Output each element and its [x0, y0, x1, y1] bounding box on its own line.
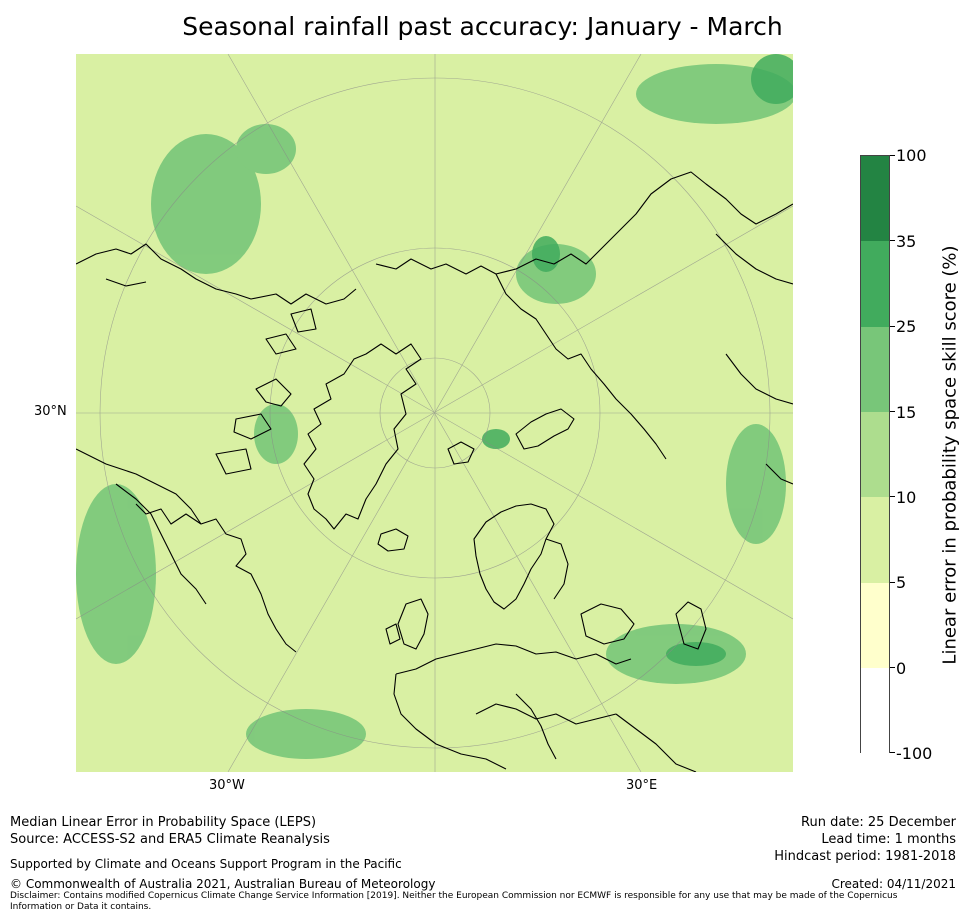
coast-novaya-zemlya: [515, 408, 575, 450]
colorbar-bin-5-10: [861, 497, 889, 583]
colorbar-tick: [890, 155, 895, 156]
footer-method: Median Linear Error in Probability Space…: [10, 815, 317, 830]
footer-copyright: © Commonwealth of Australia 2021, Austra…: [10, 877, 436, 891]
coast-mediterranean: [475, 703, 697, 772]
chart-title: Seasonal rainfall past accuracy: January…: [182, 12, 783, 41]
colorbar-tick: [890, 411, 895, 412]
colorbar-label-25: 25: [896, 317, 917, 336]
footer-support: Supported by Climate and Oceans Support …: [10, 857, 402, 871]
coast-hudson: [115, 483, 207, 605]
colorbar-tick: [890, 582, 895, 583]
colorbar: [860, 155, 890, 754]
colorbar-title: Linear error in probability space skill …: [939, 245, 961, 665]
coast-caspian: [675, 601, 707, 650]
skill-map: [76, 54, 793, 772]
colorbar-bin-0-5: [861, 583, 889, 668]
coast-british-isles: [385, 598, 429, 650]
run-date: Run date: 25 December: [801, 815, 956, 830]
coast-black-sea: [580, 603, 635, 645]
colorbar-label-5: 5: [896, 573, 907, 592]
lon-label-30w: 30°W: [209, 778, 245, 793]
footer-disclaimer: Disclaimer: Contains modified Copernicus…: [10, 891, 898, 912]
coast-kara: [495, 273, 667, 460]
lead-time: Lead time: 1 months: [821, 832, 956, 847]
coast-alaska: [76, 243, 357, 305]
lat-label-30n: 30°N: [34, 404, 67, 419]
colorbar-label-15: 15: [896, 403, 917, 422]
colorbar-label-0: 0: [896, 659, 907, 678]
graticule: [76, 54, 793, 772]
coast-europe: [393, 643, 632, 770]
very-high-skill-patches: [482, 54, 793, 666]
coast-iceland: [377, 528, 409, 552]
coast-scandinavia: [473, 503, 569, 610]
lon-label-30e: 30°E: [626, 778, 658, 793]
coast-canadian-arctic: [215, 308, 317, 475]
colorbar-bin-35-100: [861, 156, 889, 241]
created-date: Created: 04/11/2021: [831, 877, 956, 891]
colorbar-bin-10-15: [861, 412, 889, 497]
colorbar-label-10: 10: [896, 488, 917, 507]
colorbar-bin-25-35: [861, 241, 889, 327]
colorbar-tick: [890, 326, 895, 327]
colorbar-label-neg100: -100: [896, 744, 933, 763]
colorbar-bin-neg100-0: [861, 668, 889, 754]
colorbar-label-35: 35: [896, 232, 917, 251]
coast-svalbard: [447, 441, 475, 465]
colorbar-tick: [890, 496, 895, 497]
colorbar-tick: [890, 240, 895, 241]
hindcast-period: Hindcast period: 1981-2018: [774, 849, 956, 864]
coastlines: [76, 171, 793, 772]
coast-siberia: [375, 171, 793, 275]
coast-north-america: [76, 448, 297, 653]
footer-source: Source: ACCESS-S2 and ERA5 Climate Reana…: [10, 832, 330, 847]
coast-greenland: [303, 343, 422, 530]
coast-east-asia: [715, 233, 793, 485]
high-skill-patches: [76, 64, 793, 759]
colorbar-bin-15-25: [861, 327, 889, 412]
colorbar-tick: [890, 667, 895, 668]
colorbar-tick: [890, 752, 895, 753]
colorbar-label-100: 100: [896, 146, 927, 165]
